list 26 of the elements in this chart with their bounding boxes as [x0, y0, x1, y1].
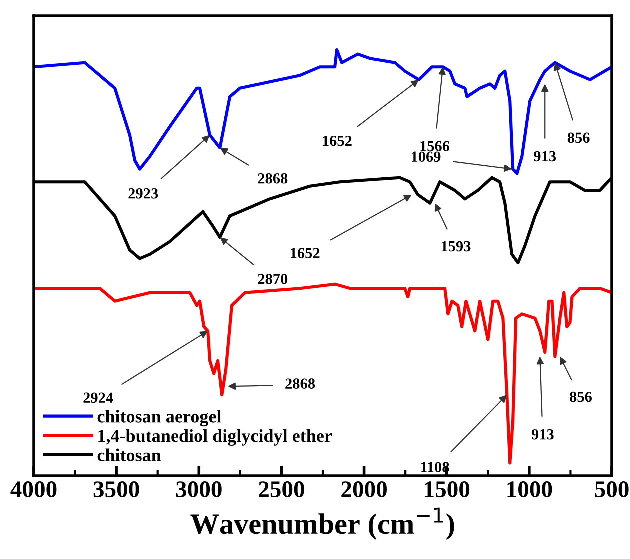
annotation: 1652 — [323, 136, 352, 146]
annotation: 1566 — [420, 141, 450, 152]
x-tick-label: 2000 — [342, 482, 387, 498]
annotation: 2923 — [128, 188, 158, 199]
annotation: 2870 — [258, 274, 288, 284]
annotation: 1069 — [412, 152, 441, 162]
annotation: 2868 — [258, 173, 288, 184]
annotation: 2924 — [84, 392, 114, 404]
x-tick-label: 3500 — [94, 482, 140, 498]
legend-label: chitosan — [98, 448, 162, 462]
x-axis-title: Wavenumber (cm$^{−1}$) — [190, 508, 454, 540]
legend-label: 1,4-butanediol diglycidyl ether — [98, 429, 332, 446]
annotation: 856 — [570, 392, 592, 402]
annotation: 1652 — [291, 248, 320, 258]
x-tick-label: 3000 — [176, 482, 222, 498]
annotation: 2868 — [286, 378, 316, 389]
annotation: 856 — [568, 132, 590, 144]
x-tick-label: 1000 — [508, 482, 552, 498]
x-tick-label: 500 — [595, 482, 629, 498]
x-tick-label: 4000 — [10, 482, 57, 498]
x-tick-label: 1500 — [425, 482, 470, 498]
x-tick-label: 2500 — [259, 482, 304, 498]
annotation: 1593 — [442, 241, 471, 252]
annotation: 913 — [534, 151, 556, 162]
annotation: 913 — [532, 429, 554, 440]
legend-label: chitosan aerogel — [98, 410, 222, 427]
